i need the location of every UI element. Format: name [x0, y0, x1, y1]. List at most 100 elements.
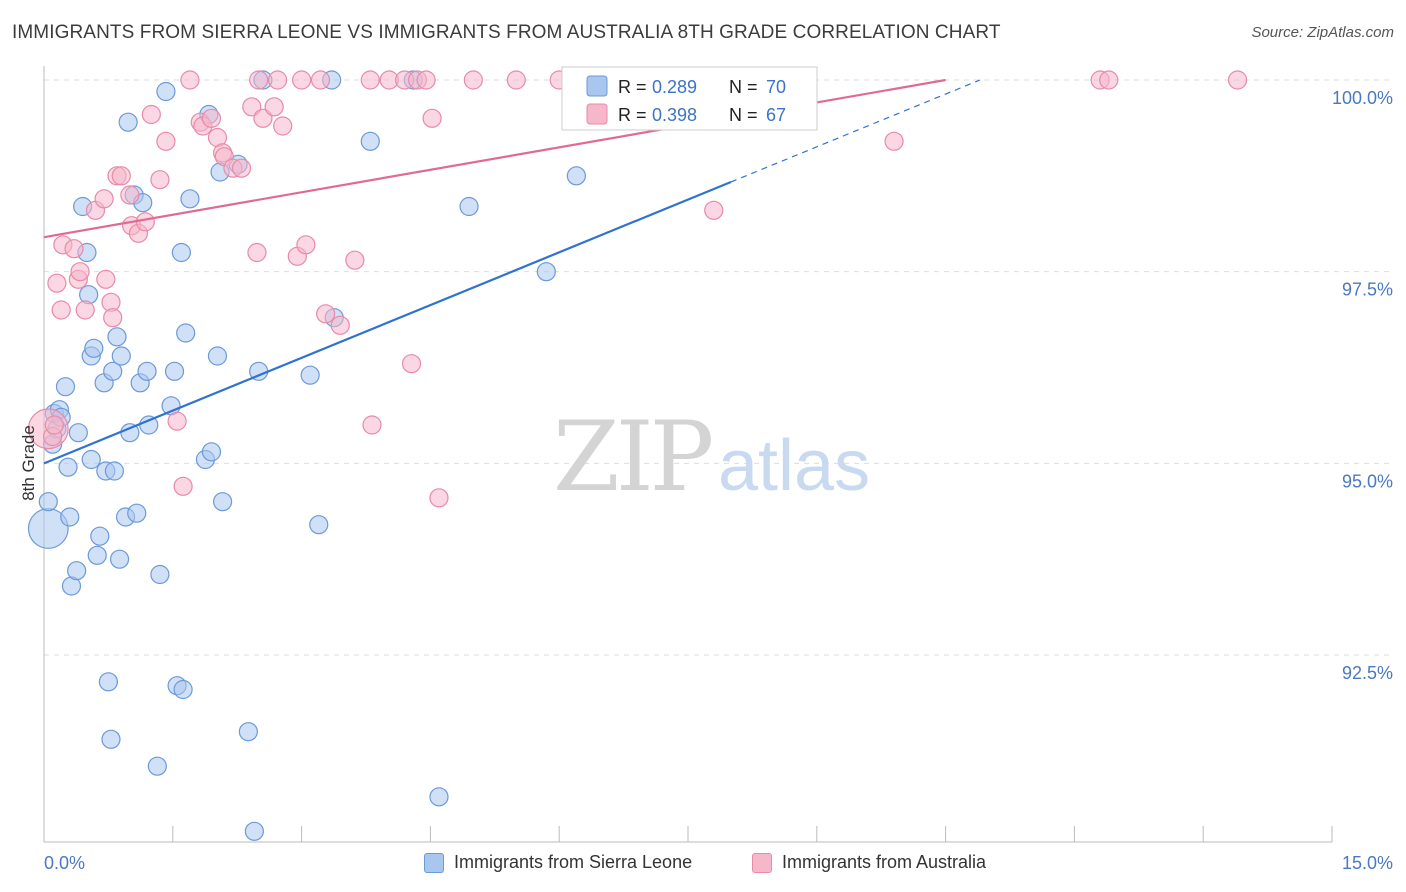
stats-r-label-0: R = — [618, 77, 647, 97]
data-point-pink-9 — [75, 300, 95, 320]
data-point-pink-63 — [884, 131, 904, 151]
data-point-pink-62 — [704, 200, 724, 220]
data-point-blue-41 — [156, 81, 176, 102]
data-point-blue-67 — [459, 196, 479, 217]
tick-labels: 92.5% 95.0% 97.5% 100.0% 0.0% 15.0% 8th Grade — [19, 88, 1393, 873]
data-point-pink-17 — [120, 185, 140, 205]
stats-swatch-blue — [586, 75, 608, 97]
data-point-pink-4 — [51, 300, 71, 320]
y-axis-label: 8th Grade — [19, 425, 38, 501]
stats-r-value-0: 0.289 — [652, 77, 697, 97]
data-point-pink-65 — [1099, 70, 1119, 90]
data-point-blue-37 — [137, 361, 157, 381]
data-point-blue-52 — [207, 346, 228, 366]
data-point-blue-66 — [429, 787, 449, 807]
y-tick-label-2: 97.5% — [1342, 280, 1393, 300]
data-point-blue-46 — [173, 679, 193, 700]
data-point-pink-48 — [345, 250, 365, 270]
data-point-pink-35 — [242, 97, 262, 117]
data-point-pink-21 — [141, 104, 161, 125]
data-point-pink-39 — [264, 97, 284, 117]
trend-line-blue — [43, 180, 732, 465]
data-point-pink-55 — [416, 70, 436, 90]
data-point-pink-29 — [201, 108, 222, 128]
data-point-blue-64 — [360, 131, 380, 151]
data-point-pink-66 — [1227, 70, 1248, 90]
data-point-pink-46 — [316, 304, 336, 324]
data-point-blue-56 — [238, 722, 258, 742]
data-point-pink-20 — [135, 212, 155, 232]
series-sierra-leone — [27, 70, 586, 841]
data-point-pink-26 — [180, 70, 200, 90]
data-point-pink-43 — [292, 70, 312, 90]
y-tick-label-0: 92.5% — [1342, 663, 1393, 683]
data-point-pink-47 — [330, 315, 350, 335]
x-tick-label-1: 15.0% — [1342, 853, 1393, 873]
watermark-zip: ZIP — [553, 401, 712, 513]
data-point-pink-25 — [173, 476, 193, 496]
data-point-blue-27 — [107, 327, 127, 347]
data-point-blue-8 — [58, 457, 78, 477]
data-point-pink-12 — [96, 269, 116, 289]
data-point-blue-60 — [300, 365, 320, 385]
legend-item-sierra-leone: Immigrants from Sierra Leone — [424, 852, 692, 873]
data-point-blue-40 — [150, 564, 170, 585]
legend-label-australia: Immigrants from Australia — [782, 852, 987, 872]
data-point-pink-36 — [247, 242, 267, 263]
legend-label-sierra-leone: Immigrants from Sierra Leone — [454, 852, 693, 872]
watermark-atlas: atlas — [718, 426, 870, 506]
axes — [43, 66, 1333, 843]
stats-r-value-1: 0.398 — [652, 105, 697, 125]
y-tick-label-1: 95.0% — [1342, 471, 1393, 491]
data-point-pink-22 — [150, 170, 170, 190]
stats-n-value-1: 67 — [766, 105, 786, 125]
data-point-blue-28 — [109, 549, 130, 569]
data-point-blue-16 — [81, 449, 101, 470]
data-point-pink-40 — [267, 70, 288, 90]
data-point-pink-37 — [249, 70, 269, 90]
data-point-pink-45 — [310, 70, 331, 90]
y-tick-label-3: 100.0% — [1332, 88, 1393, 108]
data-point-blue-20 — [90, 526, 110, 546]
data-point-pink-11 — [94, 189, 114, 209]
chart-title: IMMIGRANTS FROM SIERRA LEONE VS IMMIGRAN… — [12, 22, 1001, 43]
data-point-pink-56 — [422, 108, 442, 128]
x-tick-label-0: 0.0% — [44, 853, 85, 873]
data-point-blue-1 — [38, 492, 58, 512]
data-point-blue-43 — [164, 361, 185, 381]
data-point-blue-39 — [147, 756, 167, 776]
stats-legend: R = 0.289 N = 70 R = 0.398 N = 67 — [561, 66, 818, 131]
data-point-blue-69 — [566, 166, 586, 186]
legend-swatch-blue — [424, 852, 444, 873]
data-point-pink-23 — [156, 131, 176, 151]
data-point-blue-23 — [98, 672, 119, 692]
data-point-blue-68 — [536, 262, 556, 282]
data-point-blue-9 — [60, 507, 80, 527]
stats-n-label-1: N = — [729, 105, 758, 125]
data-point-pink-38 — [253, 108, 273, 128]
data-point-blue-61 — [309, 515, 329, 535]
data-point-pink-44 — [296, 235, 316, 255]
data-point-blue-25 — [103, 361, 123, 381]
data-point-blue-26 — [104, 461, 125, 481]
series-australia — [27, 70, 1248, 508]
stats-n-value-0: 70 — [766, 77, 786, 97]
data-point-blue-45 — [171, 242, 191, 263]
watermark: ZIP atlas — [553, 401, 870, 513]
bottom-legend: Immigrants from Sierra Leone Immigrants … — [0, 848, 1406, 882]
data-point-pink-50 — [362, 415, 382, 435]
data-point-blue-12 — [68, 423, 88, 443]
data-point-pink-8 — [70, 262, 90, 282]
data-point-blue-7 — [55, 377, 76, 397]
data-point-blue-29 — [111, 346, 131, 366]
stats-swatch-pink — [586, 103, 608, 125]
data-point-blue-48 — [180, 189, 200, 209]
data-point-blue-50 — [201, 442, 222, 462]
data-point-pink-58 — [463, 70, 483, 90]
data-point-blue-19 — [87, 545, 107, 565]
data-point-blue-11 — [67, 561, 87, 581]
stats-n-label-0: N = — [729, 77, 758, 97]
data-point-pink-59 — [506, 70, 526, 90]
data-point-blue-34 — [127, 503, 147, 523]
